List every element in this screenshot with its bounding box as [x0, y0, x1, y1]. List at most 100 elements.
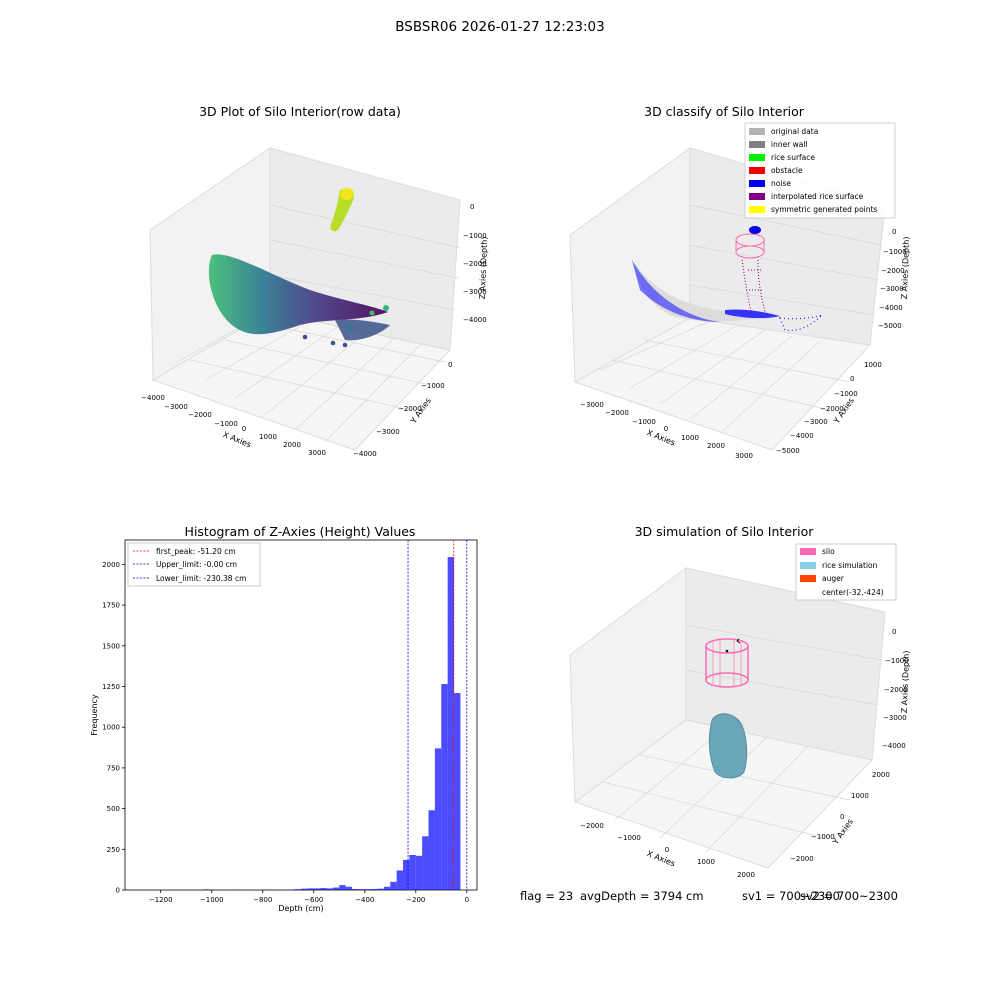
raw-y-ticks: 0 −1000 −2000 −3000 −4000 — [353, 361, 452, 458]
y-tick-label-0: 0 — [116, 887, 120, 895]
histogram-bar-5 — [294, 889, 301, 890]
svg-text:−2000: −2000 — [188, 411, 212, 419]
histogram-bar-0 — [204, 889, 211, 890]
svg-text:0: 0 — [664, 425, 668, 433]
x-tick-label-3: −600 — [304, 896, 323, 904]
svg-text:noise: noise — [771, 179, 791, 188]
y-tick-label-5: 1250 — [102, 683, 120, 691]
histogram-bar-30 — [454, 693, 461, 890]
svg-text:0: 0 — [840, 813, 844, 821]
svg-text:−2000: −2000 — [398, 405, 422, 413]
svg-text:−4000: −4000 — [463, 316, 487, 324]
simulation-rice-body — [708, 713, 748, 779]
histogram-bar-15 — [358, 889, 365, 890]
flag-text: flag = 23 — [520, 889, 573, 903]
svg-text:center(-32,-424): center(-32,-424) — [822, 588, 884, 597]
svg-text:first_peak: -51.20 cm: first_peak: -51.20 cm — [156, 547, 236, 556]
svg-text:−5000: −5000 — [776, 447, 800, 455]
svg-text:−2000: −2000 — [605, 409, 629, 417]
svg-text:−1000: −1000 — [811, 833, 835, 841]
histogram-bar-7 — [307, 888, 314, 890]
simulation-z-ticks: 0 −1000 −2000 −3000 −4000 — [882, 628, 909, 750]
svg-text:−2000: −2000 — [881, 267, 905, 275]
svg-text:−3000: −3000 — [376, 428, 400, 436]
histogram-bar-24 — [415, 855, 423, 890]
svg-text:3000: 3000 — [308, 449, 326, 457]
raw-grid — [176, 204, 461, 443]
raw-point-cloud — [208, 188, 390, 348]
y-tick-label-7: 1750 — [102, 602, 120, 610]
svg-text:−2000: −2000 — [790, 855, 814, 863]
histogram-bar-6 — [301, 888, 308, 890]
histogram-reference-lines — [407, 540, 468, 890]
histogram-y-ticks: 0 250 500 750 1000 1250 1500 1750 2000 — [102, 561, 125, 895]
classify-legend: original data inner wall rice surface ob… — [744, 122, 896, 219]
svg-text:−1000: −1000 — [632, 418, 656, 426]
svg-text:−4000: −4000 — [353, 450, 377, 458]
svg-text:0: 0 — [242, 425, 246, 433]
histogram-frame — [124, 539, 478, 891]
histogram-bar-19 — [383, 886, 391, 890]
histogram-bar-16 — [364, 889, 372, 890]
histogram-x-ticks: −1200 −1000 −800 −600 −400 −200 0 — [149, 890, 469, 904]
svg-text:0: 0 — [470, 203, 474, 211]
svg-text:Lower_limit: -230.38 cm: Lower_limit: -230.38 cm — [156, 574, 246, 583]
svg-text:−1000: −1000 — [617, 834, 641, 842]
svg-text:obstacle: obstacle — [771, 166, 803, 175]
raw-z-ticks: 0 −1000 −2000 −3000 −4000 — [463, 203, 487, 324]
classify-floor-pane — [573, 317, 872, 451]
svg-text:−4000: −4000 — [141, 394, 165, 402]
svg-text:0: 0 — [448, 361, 452, 369]
svg-text:1000: 1000 — [259, 433, 277, 441]
svg-text:−2000: −2000 — [820, 405, 844, 413]
histogram-bar-25 — [422, 836, 429, 890]
x-tick-label-6: 0 — [465, 896, 469, 904]
y-tick-label-1: 250 — [107, 846, 120, 854]
svg-text:−2000: −2000 — [580, 822, 604, 830]
svg-text:1000: 1000 — [851, 792, 869, 800]
classify-y-ticks: 1000 0 −1000 −2000 −3000 −4000 −5000 — [776, 361, 882, 455]
svg-text:0: 0 — [665, 846, 669, 854]
y-tick-label-3: 750 — [107, 764, 120, 772]
raw-floor-pane — [151, 311, 451, 451]
y-tick-label-4: 1000 — [102, 724, 120, 732]
histogram-bar-9 — [320, 888, 327, 890]
classify-point-cloud — [632, 226, 823, 331]
panel-classify-3d: 3D classify of Silo Interior — [569, 104, 911, 460]
simulation-x-ticks: −2000 −1000 0 1000 2000 — [580, 822, 755, 879]
svg-text:−1000: −1000 — [885, 657, 909, 665]
simulation-grid — [602, 624, 883, 853]
y-tick-label-8: 2000 — [102, 561, 120, 569]
svg-text:rice surface: rice surface — [771, 153, 815, 162]
histogram-bar-13 — [345, 886, 353, 890]
svg-text:0: 0 — [892, 628, 896, 636]
classify-z-ticks: 0 −1000 −2000 −3000 −4000 −5000 — [878, 228, 907, 330]
x-tick-label-2: −800 — [253, 896, 272, 904]
svg-text:−2000: −2000 — [884, 686, 908, 694]
svg-text:−1000: −1000 — [214, 420, 238, 428]
status-footer: flag = 23 avgDepth = 3794 cm sv1 = 700~2… — [520, 889, 898, 903]
svg-text:0: 0 — [850, 375, 854, 383]
svg-text:auger: auger — [822, 574, 845, 583]
svg-text:−2000: −2000 — [463, 260, 487, 268]
histogram-legend: first_peak: -51.20 cm Upper_limit: -0.00… — [127, 542, 261, 587]
svg-text:−3000: −3000 — [580, 401, 604, 409]
histogram-bar-12 — [339, 885, 346, 890]
histogram-bar-20 — [390, 881, 397, 890]
svg-text:−1000: −1000 — [463, 232, 487, 240]
svg-text:silo: silo — [822, 547, 835, 556]
histogram-bar-14 — [352, 889, 359, 890]
x-tick-label-5: −200 — [406, 896, 425, 904]
svg-text:−3000: −3000 — [463, 288, 487, 296]
simulation-x-label: X Axies — [646, 849, 677, 868]
svg-text:−3000: −3000 — [164, 403, 188, 411]
svg-text:0: 0 — [892, 228, 896, 236]
raw-x-ticks: −4000 −3000 −2000 −1000 0 1000 2000 3000 — [141, 394, 326, 457]
x-tick-label-4: −400 — [355, 896, 374, 904]
svg-text:−1000: −1000 — [421, 382, 445, 390]
histogram-bar-28 — [441, 684, 448, 890]
figure-suptitle: BSBSR06 2026-01-27 12:23:03 — [395, 19, 604, 35]
simulation-silo — [705, 638, 749, 688]
svg-text:1000: 1000 — [864, 361, 882, 369]
histogram-bar-18 — [377, 888, 384, 890]
